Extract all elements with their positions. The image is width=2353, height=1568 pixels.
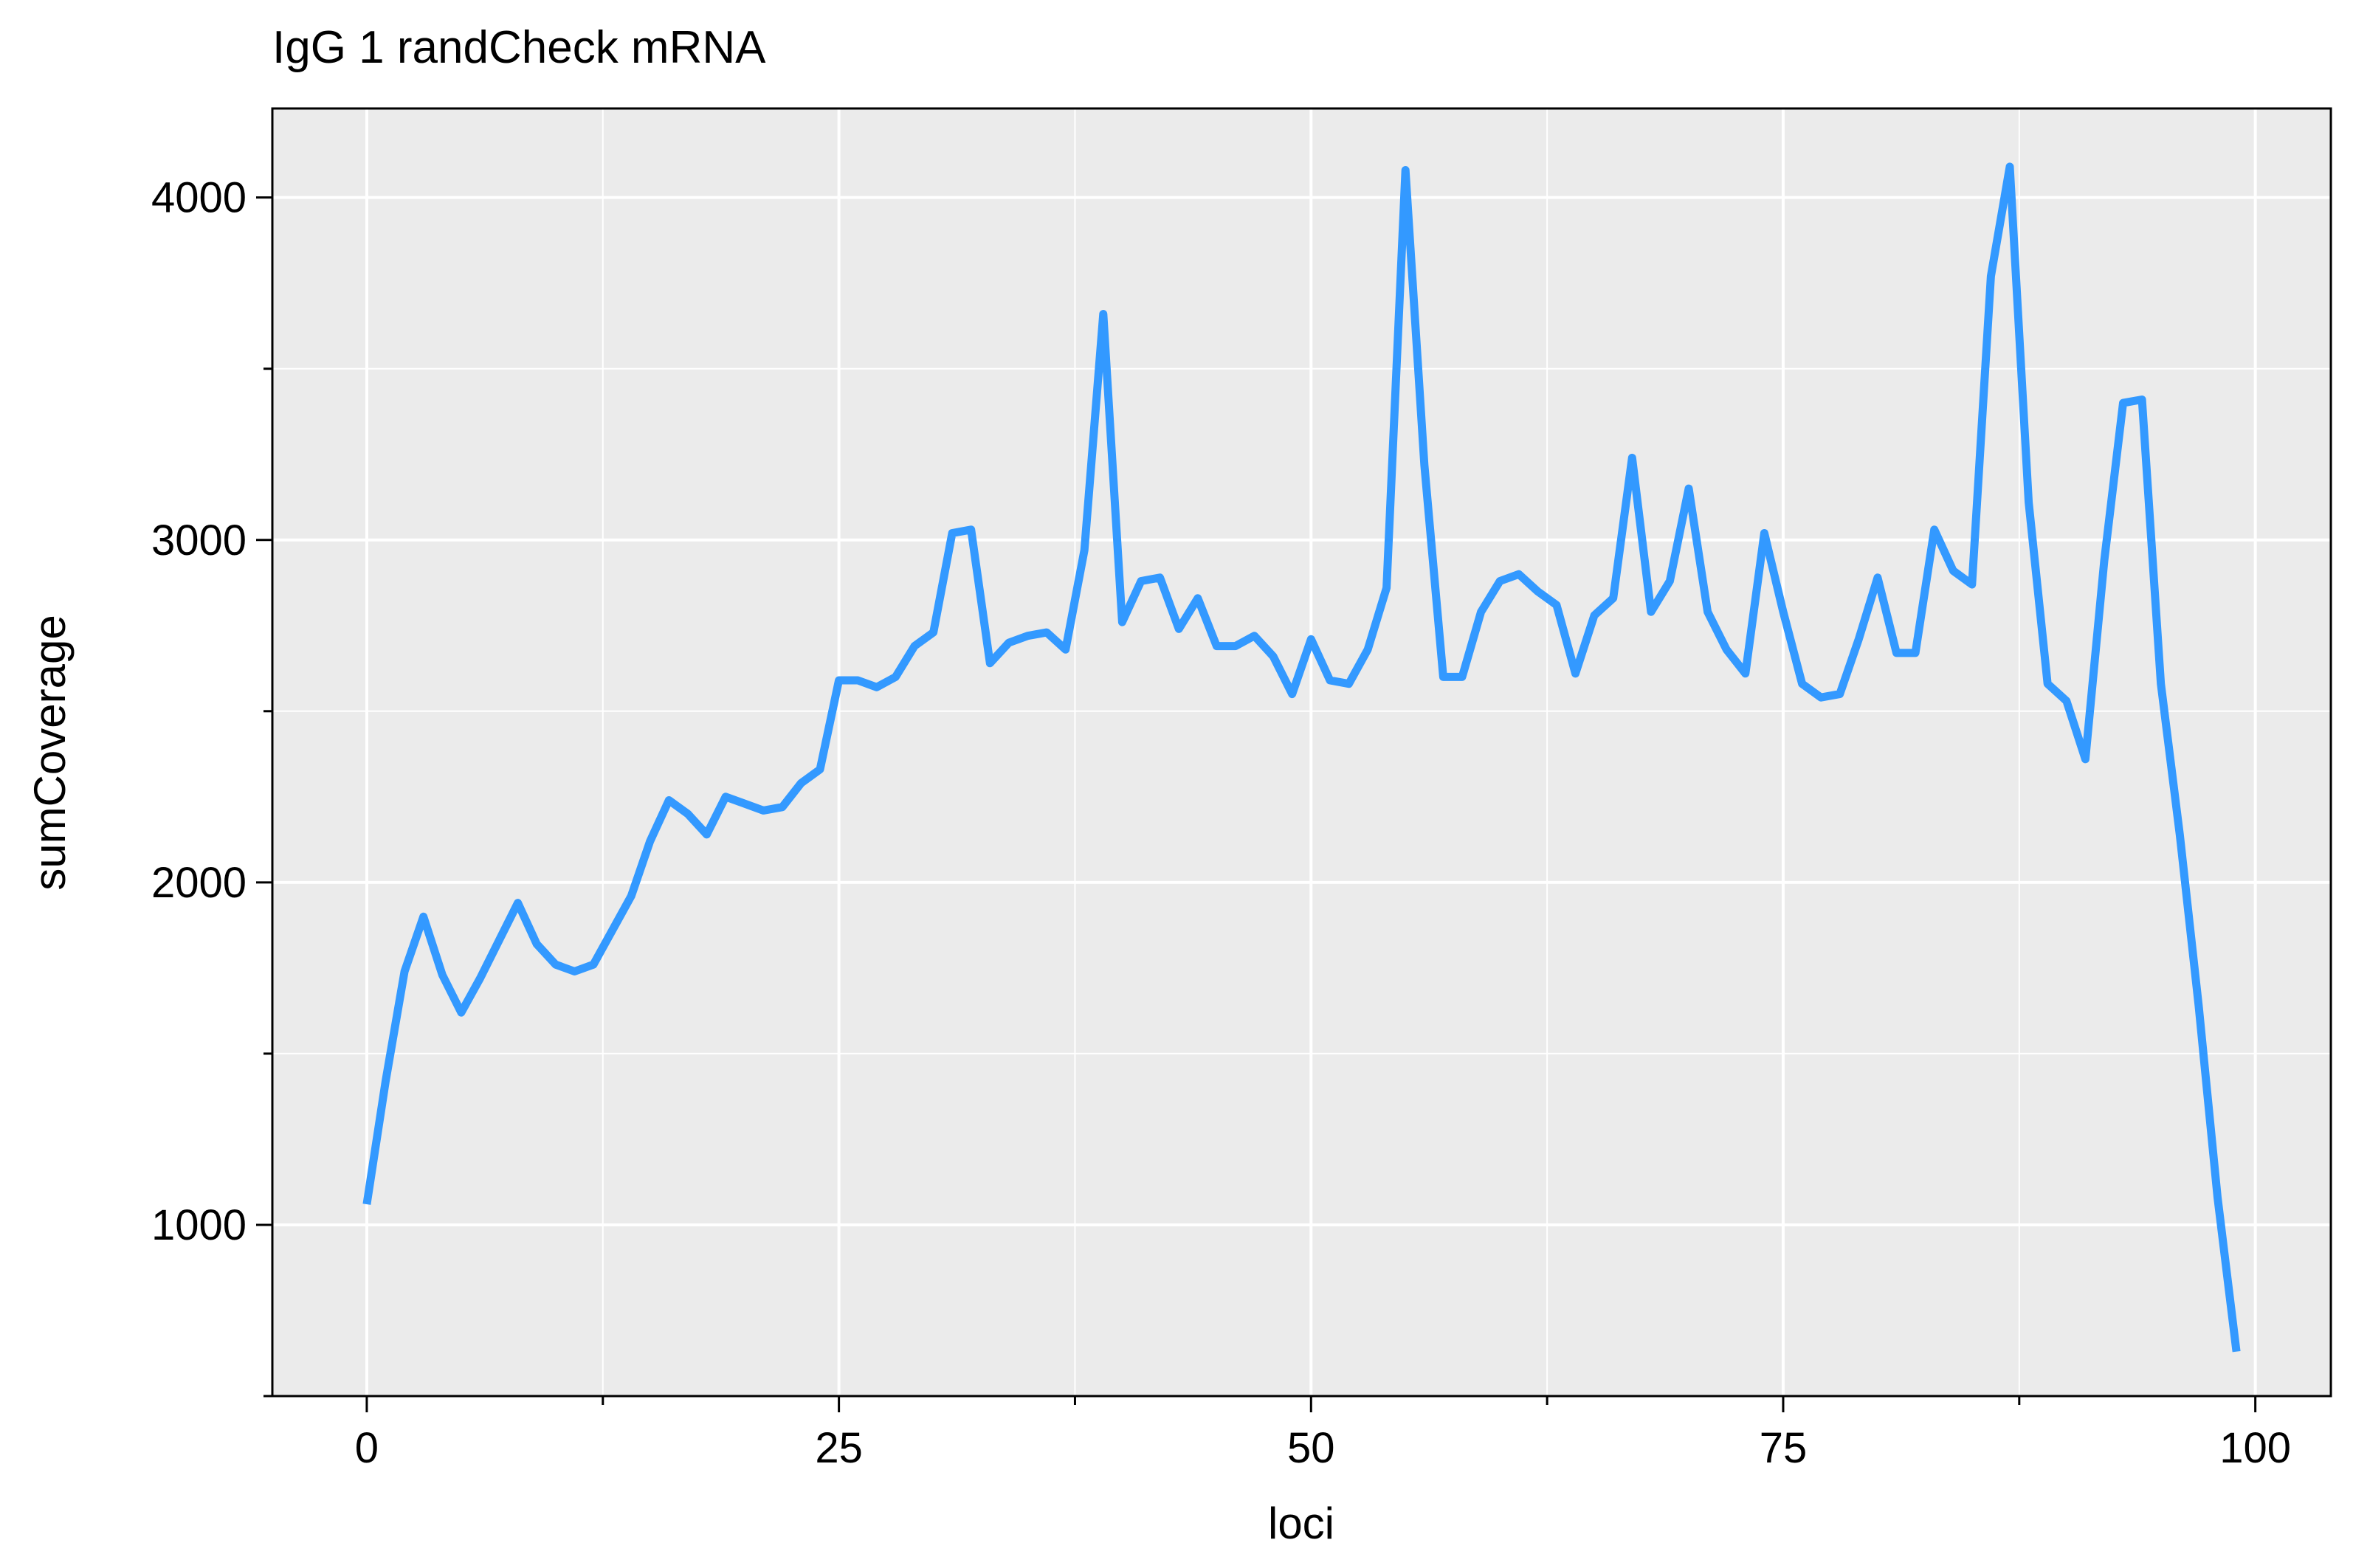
y-tick-label: 4000 (151, 174, 247, 222)
x-tick-label: 25 (815, 1424, 863, 1472)
chart-title: IgG 1 randCheck mRNA (272, 22, 766, 73)
y-tick-label: 3000 (151, 517, 247, 564)
y-tick-label: 2000 (151, 859, 247, 907)
plot-border (271, 107, 2332, 1398)
x-tick-label: 0 (355, 1424, 379, 1472)
x-axis-label: loci (1268, 1499, 1334, 1548)
y-tick-label: 1000 (151, 1201, 247, 1249)
grid-lines (272, 108, 2331, 1397)
axis-ticks: 0 25 50 75 100 1000 2000 3000 4000 (151, 174, 2291, 1472)
x-tick-label: 75 (1760, 1424, 1808, 1472)
x-tick-label: 50 (1287, 1424, 1335, 1472)
x-tick-label: 100 (2219, 1424, 2291, 1472)
plot-panel (272, 108, 2331, 1396)
sumcoverage-line (362, 162, 2241, 1353)
y-axis-label: sumCoverage (25, 615, 75, 891)
